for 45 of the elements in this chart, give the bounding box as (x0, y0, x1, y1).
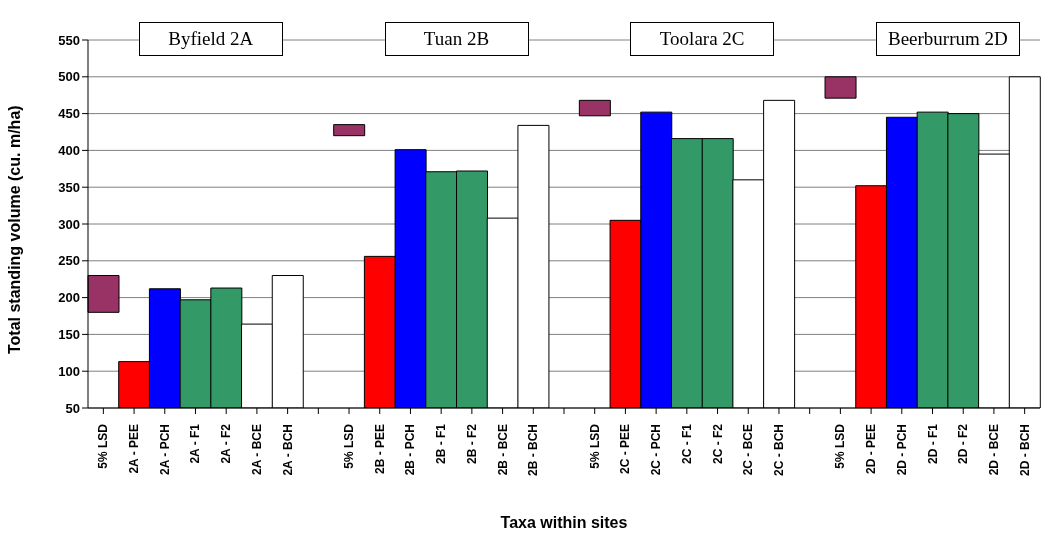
x-tick-label: 2A - BCH (280, 424, 295, 476)
x-tick-label: 2D - F2 (956, 423, 971, 465)
y-tick-label: 50 (65, 400, 80, 416)
y-tick-label: 400 (58, 143, 80, 159)
x-tick-label: 2C - F2 (710, 423, 725, 465)
x-tick-label: 2B - F1 (434, 423, 449, 465)
x-tick-label: 2C - PCH (649, 424, 664, 476)
x-tick-label: 2D - F1 (925, 423, 940, 465)
x-tick-label: 5% LSD (833, 423, 848, 469)
x-tick-label: 2D - PCH (894, 424, 909, 476)
x-tick-label: 2A - PCH (157, 424, 172, 475)
x-tick-label: 2B - PEE (372, 424, 387, 475)
x-tick-label: 2A - F2 (219, 423, 234, 464)
x-tick-label: 2D - PEE (864, 424, 879, 475)
x-tick-label: 5% LSD (96, 423, 111, 469)
x-tick-label: 2C - BCE (741, 424, 756, 476)
x-tick-label: 2A - BCE (249, 424, 264, 475)
label-frame: Toolara 2C (630, 22, 775, 56)
y-tick-label: 550 (58, 32, 80, 48)
y-tick-label: 500 (58, 69, 80, 85)
x-tick-label: 2C - F1 (679, 423, 694, 465)
x-tick-label: 2C - BCH (771, 424, 786, 477)
label-frame: Byfield 2A (138, 22, 283, 56)
x-axis-title: Taxa within sites (500, 514, 628, 531)
y-tick-label: 100 (58, 363, 80, 379)
x-tick-label: 2D - BCE (986, 424, 1001, 476)
x-tick-label: 2B - BCH (526, 424, 541, 477)
y-tick-label: 300 (58, 216, 80, 232)
y-tick-label: 350 (58, 179, 80, 195)
y-tick-label: 250 (58, 253, 80, 269)
y-tick-label: 200 (58, 290, 80, 306)
x-tick-label: 2C - PEE (618, 424, 633, 475)
label-frame: Beerburrum 2D (875, 22, 1020, 56)
x-tick-label: 2A - F1 (188, 423, 203, 464)
x-tick-label: 5% LSD (342, 423, 357, 469)
y-tick-label: 450 (58, 106, 80, 122)
x-tick-label: 2B - BCE (495, 424, 510, 476)
x-tick-label: 2B - PCH (403, 424, 418, 476)
y-axis-title: Total standing volume (cu. m/ha) (5, 105, 23, 354)
x-tick-label: 2D - BCH (1017, 424, 1032, 477)
y-tick-label: 150 (58, 327, 80, 343)
x-tick-label: 5% LSD (587, 423, 602, 469)
x-tick-label: 2B - F2 (464, 423, 479, 465)
label-frame: Tuan 2B (384, 22, 529, 56)
x-tick-label: 2A - PEE (127, 424, 142, 474)
